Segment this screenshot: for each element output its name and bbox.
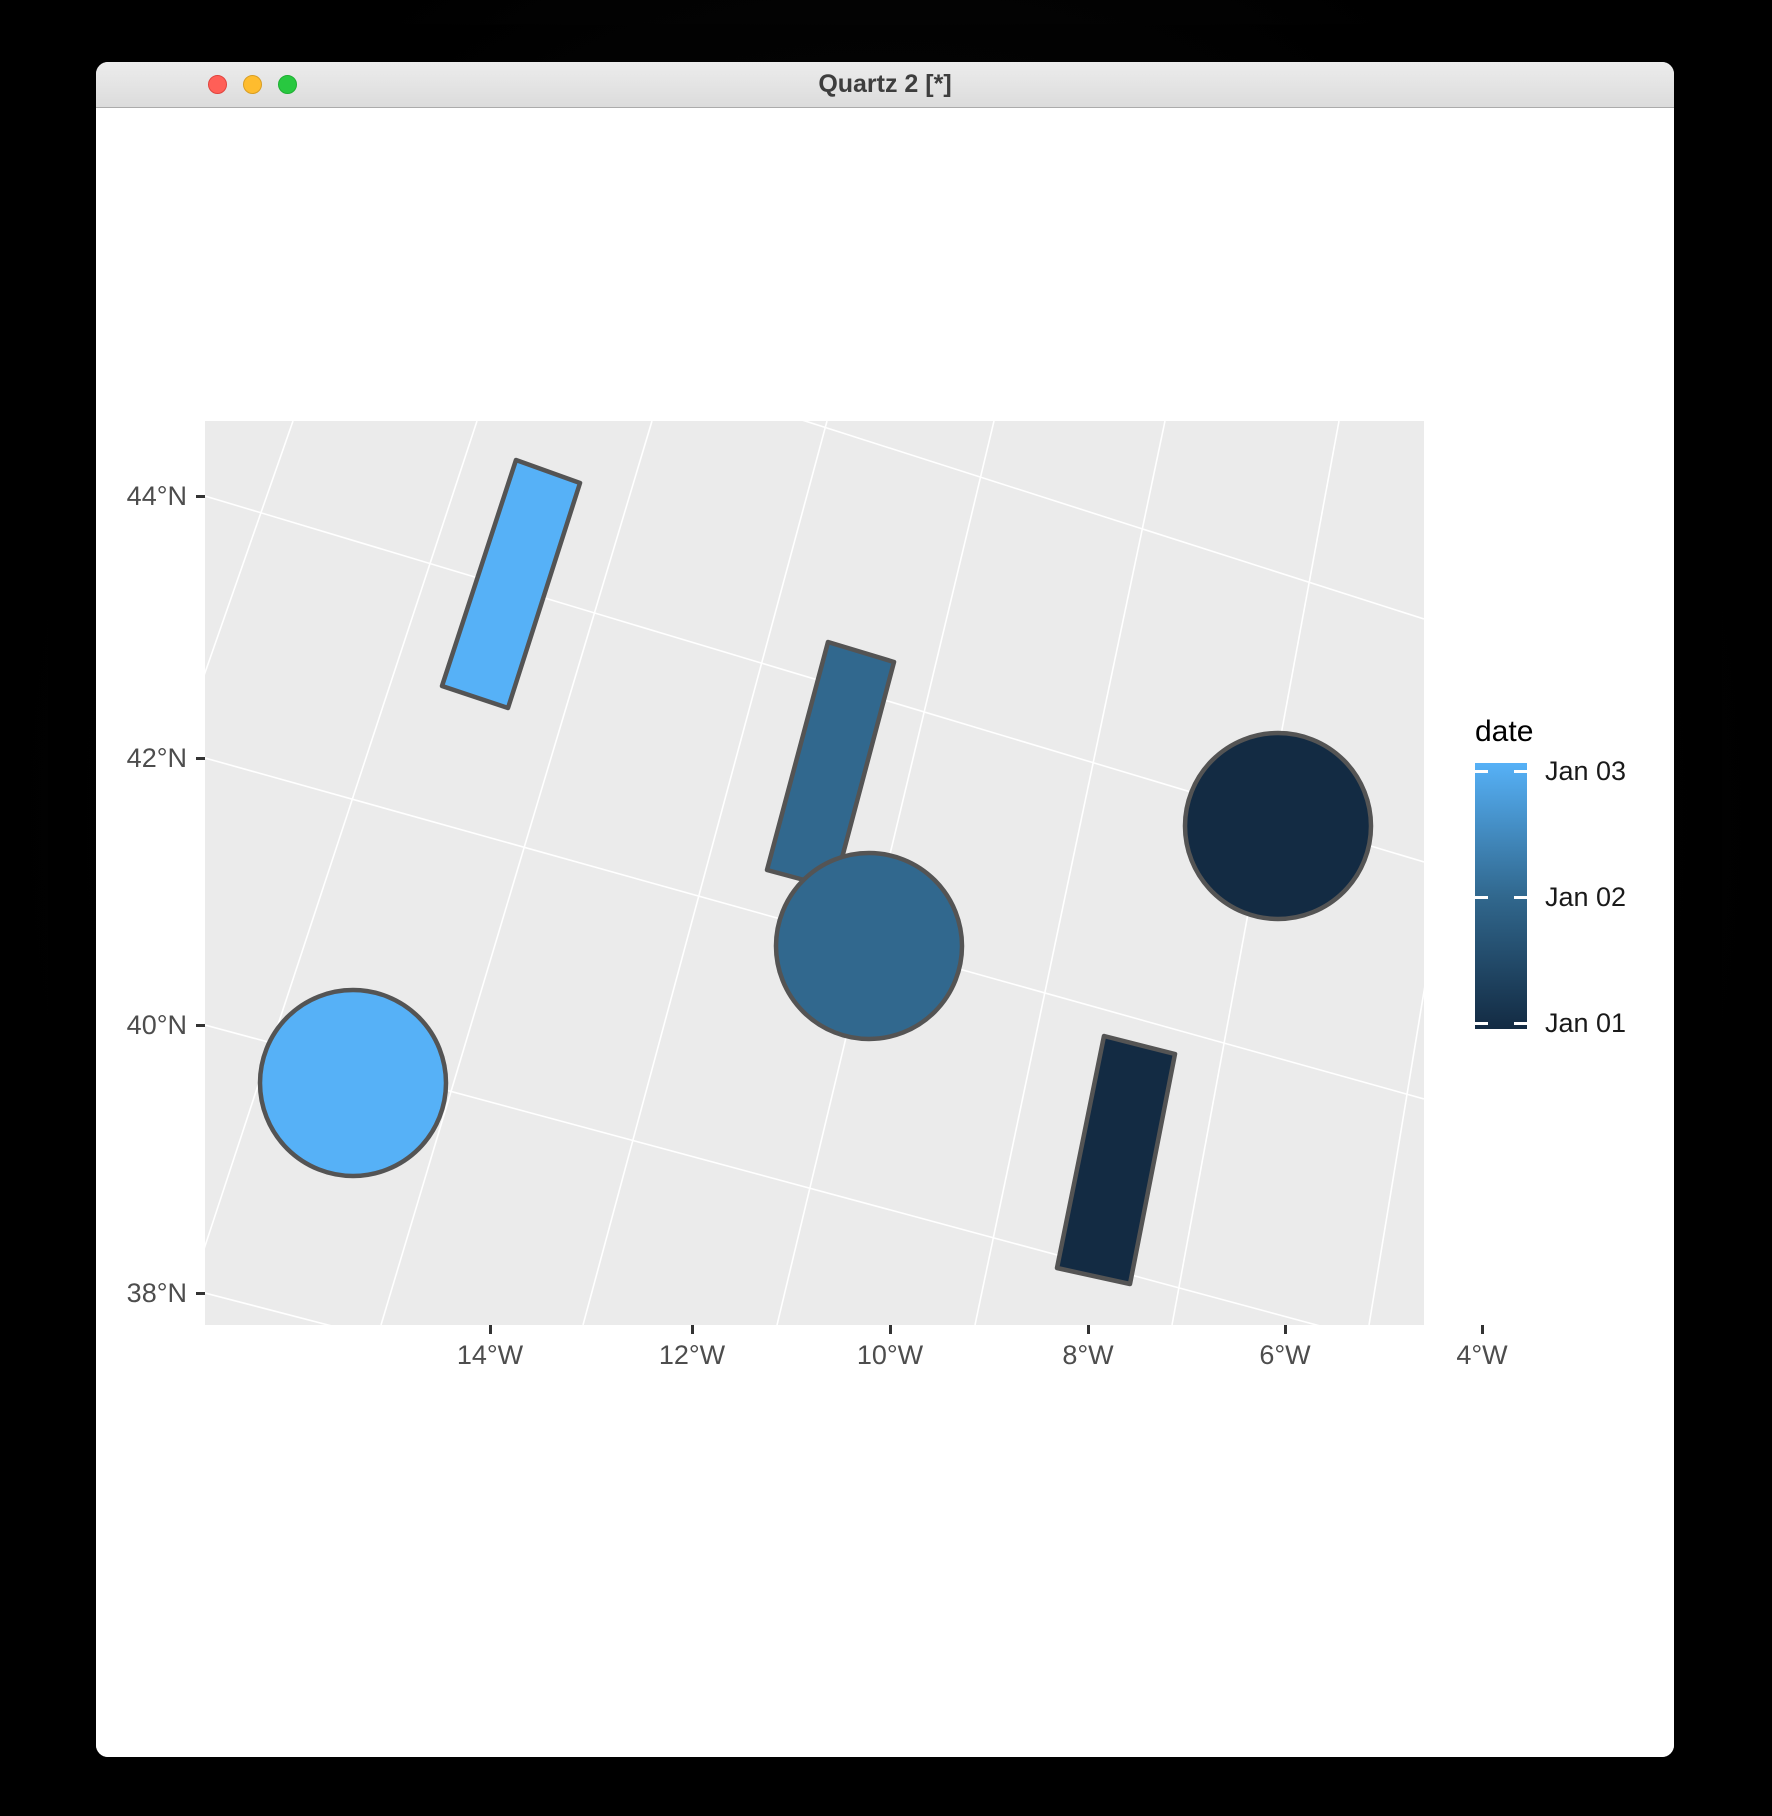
feature-circle (773, 850, 965, 1042)
quartz-window: Quartz 2 [*] date 14°W 12°W 10°W 8°W 6°W 4°W 4… (96, 62, 1674, 1757)
x-axis-tick (488, 1325, 492, 1334)
legend-tick-left (1475, 1021, 1488, 1025)
y-tick-label: 42°N (126, 743, 187, 773)
x-axis-tick (1086, 1325, 1090, 1334)
gridline-meridian (380, 421, 653, 1325)
window-title: Quartz 2 [*] (818, 70, 952, 98)
legend-tick-left (1475, 769, 1488, 773)
x-axis-tick (1283, 1325, 1287, 1334)
gridline-meridian (1368, 986, 1424, 1325)
legend-label: Jan 03 (1545, 756, 1627, 786)
y-tick-label: 38°N (126, 1278, 187, 1308)
x-axis-tick (1480, 1325, 1484, 1334)
close-button[interactable] (208, 75, 227, 94)
y-axis-tick (196, 494, 205, 498)
y-axis-tick (196, 1023, 205, 1027)
x-tick-label: 10°W (856, 1340, 924, 1370)
gridline-parallel (205, 1292, 332, 1325)
x-axis-tick (888, 1325, 892, 1334)
plot-panel (205, 421, 1424, 1325)
gridline-parallel (802, 421, 1424, 620)
window-titlebar[interactable]: Quartz 2 [*] (96, 62, 1674, 108)
legend-label: Jan 02 (1545, 882, 1627, 912)
y-axis-tick (196, 1291, 205, 1295)
legend-label: Jan 01 (1545, 1008, 1627, 1038)
legend-tick-right (1514, 769, 1527, 773)
y-tick-label: 40°N (126, 1010, 187, 1040)
legend-tick-left (1475, 895, 1488, 899)
y-tick-label: 44°N (126, 481, 187, 511)
zoom-button[interactable] (278, 75, 297, 94)
legend-title: date (1475, 715, 1534, 748)
y-axis-tick (196, 756, 205, 760)
legend-tick-right (1514, 1021, 1527, 1025)
x-tick-label: 8°W (1062, 1340, 1114, 1370)
gridline-meridian (205, 421, 294, 676)
plot-canvas: date 14°W 12°W 10°W 8°W 6°W 4°W 44°N 42°N 40°N 38… (96, 108, 1674, 1757)
gridline-meridian (582, 421, 828, 1325)
x-tick-label: 14°W (456, 1340, 524, 1370)
x-tick-label: 12°W (658, 1340, 726, 1370)
feature-circle (1182, 730, 1374, 922)
x-tick-label: 4°W (1456, 1340, 1508, 1370)
x-tick-label: 6°W (1259, 1340, 1311, 1370)
legend-tick-right (1514, 895, 1527, 899)
feature-rectangle (1054, 1033, 1178, 1287)
feature-rectangle (439, 457, 583, 711)
gridline-meridian (974, 421, 1166, 1325)
minimize-button[interactable] (243, 75, 262, 94)
gridline-meridian (205, 421, 478, 1249)
x-axis-tick (690, 1325, 694, 1334)
map-plot (205, 421, 1424, 1325)
feature-circle (257, 987, 449, 1179)
